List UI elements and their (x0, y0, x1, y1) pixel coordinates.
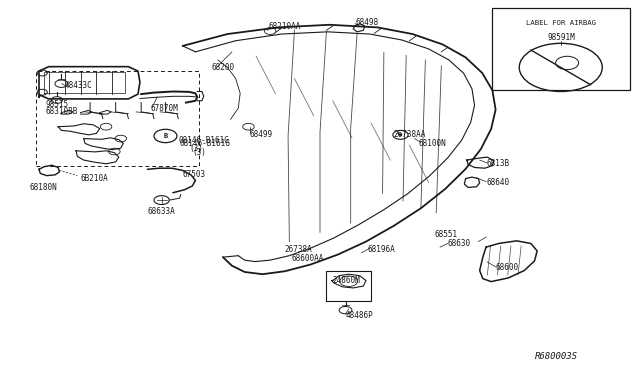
Text: 24860M: 24860M (333, 276, 360, 285)
Text: 08146-B161G: 08146-B161G (178, 136, 229, 145)
Text: 68180N: 68180N (29, 183, 57, 192)
Text: LABEL FOR AIRBAG: LABEL FOR AIRBAG (526, 20, 596, 26)
Circle shape (399, 134, 403, 136)
Text: 67870M: 67870M (151, 104, 179, 113)
Text: 68600AA: 68600AA (291, 254, 324, 263)
Text: 68640: 68640 (486, 178, 509, 187)
Text: 08146-B161G: 08146-B161G (179, 139, 230, 148)
Text: 67503: 67503 (182, 170, 206, 179)
Text: 26738AA: 26738AA (394, 129, 426, 139)
Text: 68630: 68630 (448, 239, 471, 248)
Text: 68310BB: 68310BB (45, 108, 78, 116)
Text: 68600: 68600 (495, 263, 519, 272)
Text: 68499: 68499 (250, 129, 273, 139)
Text: R680003S: R680003S (535, 352, 578, 361)
Text: 98515: 98515 (45, 100, 68, 109)
Text: 68200: 68200 (211, 63, 235, 72)
Text: 68100N: 68100N (419, 139, 447, 148)
Text: (3): (3) (192, 148, 206, 157)
Text: B: B (163, 133, 168, 139)
Text: 98591M: 98591M (547, 33, 575, 42)
Text: 6813B: 6813B (486, 159, 509, 168)
Text: 48433C: 48433C (65, 81, 92, 90)
Text: 68498: 68498 (355, 19, 378, 28)
Text: 68551: 68551 (435, 230, 458, 239)
Text: 68210AA: 68210AA (269, 22, 301, 31)
Text: 48486P: 48486P (346, 311, 373, 320)
Text: (3): (3) (189, 144, 203, 153)
Text: 26738A: 26738A (285, 244, 312, 253)
Text: 6B210A: 6B210A (81, 174, 108, 183)
Text: 68196A: 68196A (368, 244, 396, 253)
Text: 68633A: 68633A (148, 208, 175, 217)
